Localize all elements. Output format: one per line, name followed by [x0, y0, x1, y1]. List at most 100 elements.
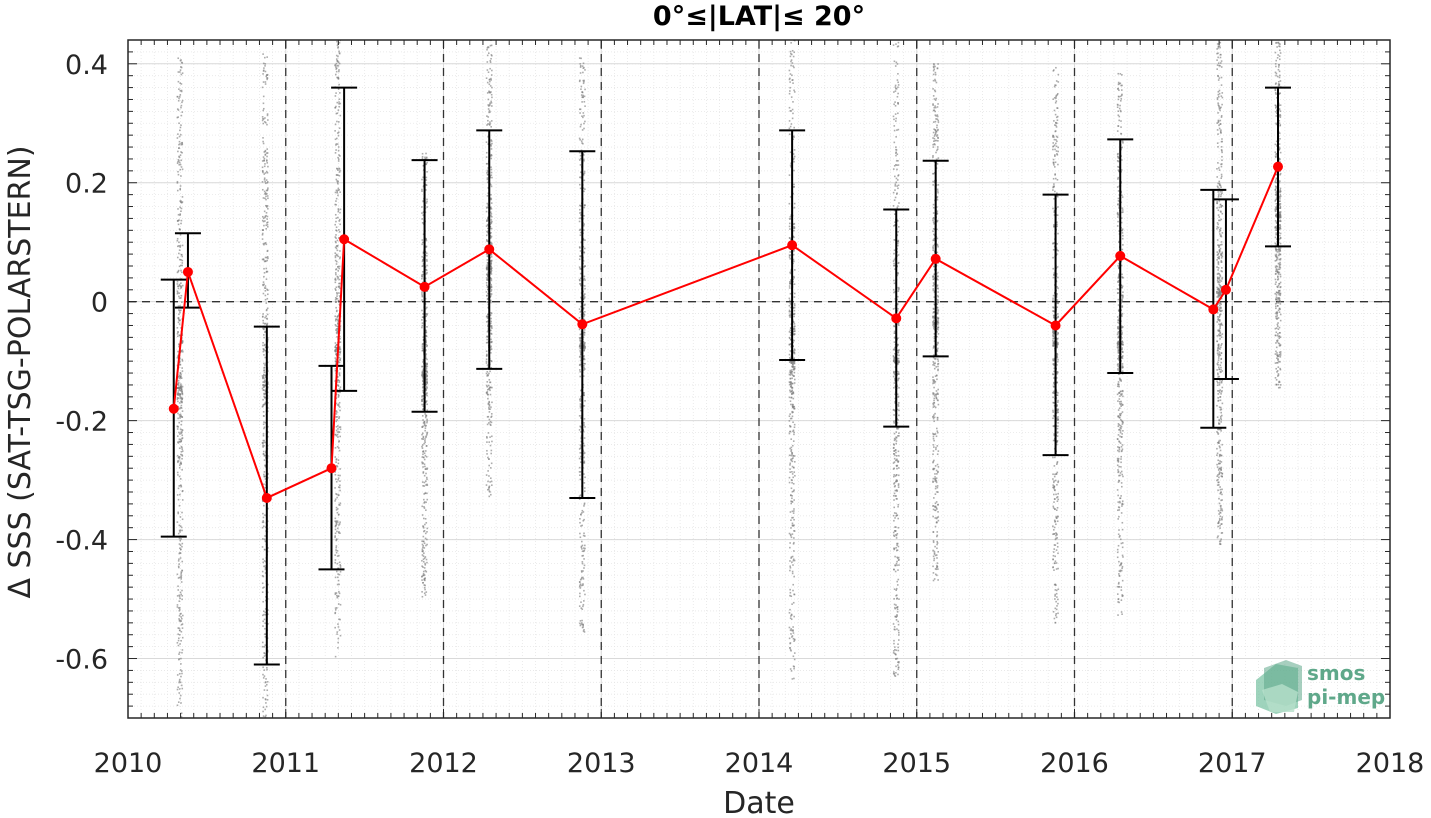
raw-point	[893, 60, 896, 63]
raw-point	[486, 375, 488, 377]
raw-point	[262, 107, 265, 110]
raw-point	[336, 330, 338, 332]
raw-point	[896, 597, 898, 600]
raw-point	[490, 57, 492, 60]
raw-point	[180, 386, 182, 388]
raw-point	[424, 438, 426, 440]
raw-point	[336, 511, 339, 514]
raw-point	[1052, 533, 1054, 536]
raw-point	[581, 138, 584, 141]
raw-point	[934, 129, 937, 132]
raw-point	[895, 537, 898, 539]
raw-point	[426, 392, 428, 394]
raw-point	[176, 573, 179, 576]
raw-point	[933, 222, 935, 225]
raw-point	[793, 352, 796, 355]
raw-point	[267, 338, 269, 341]
raw-point	[485, 151, 488, 154]
raw-point	[580, 545, 583, 548]
raw-point	[179, 433, 181, 435]
raw-point	[262, 53, 264, 55]
raw-point	[422, 264, 424, 267]
raw-point	[789, 86, 791, 89]
raw-point	[264, 289, 267, 292]
raw-point	[490, 312, 492, 314]
raw-point	[338, 154, 340, 156]
raw-point	[583, 558, 585, 560]
raw-point	[489, 121, 491, 123]
raw-point	[582, 355, 585, 358]
raw-point	[334, 607, 337, 609]
raw-point	[789, 511, 792, 513]
raw-point	[177, 644, 180, 647]
raw-point	[485, 253, 488, 255]
raw-point	[932, 219, 934, 222]
raw-point	[426, 420, 428, 422]
raw-point	[584, 400, 586, 402]
raw-point	[792, 637, 795, 640]
raw-point	[423, 552, 425, 555]
raw-point	[935, 501, 938, 503]
raw-point	[337, 623, 339, 625]
raw-point	[934, 99, 937, 101]
raw-point	[895, 534, 898, 537]
raw-point	[178, 258, 181, 261]
raw-point	[789, 254, 791, 256]
raw-point	[421, 447, 424, 449]
raw-point	[176, 425, 179, 428]
raw-point	[489, 467, 492, 469]
raw-point	[179, 168, 182, 171]
raw-point	[490, 452, 492, 455]
raw-point	[487, 264, 489, 267]
raw-point	[335, 297, 338, 300]
raw-point	[262, 538, 264, 540]
raw-point	[936, 547, 938, 550]
raw-point	[262, 381, 264, 383]
raw-point	[486, 295, 488, 297]
raw-point	[180, 571, 183, 574]
raw-point	[932, 212, 935, 214]
raw-point	[895, 442, 898, 445]
raw-point	[421, 293, 423, 295]
raw-point	[177, 474, 179, 476]
chart-title: 0°≤|LAT|≤ 20°	[653, 1, 865, 32]
raw-point	[898, 202, 900, 204]
raw-point	[581, 622, 583, 624]
raw-point	[584, 105, 586, 107]
raw-point	[583, 293, 586, 295]
raw-point	[892, 672, 895, 675]
raw-point	[789, 360, 791, 362]
raw-point	[937, 128, 939, 131]
raw-point	[792, 333, 795, 336]
raw-point	[580, 352, 583, 354]
raw-point	[791, 635, 794, 637]
raw-point	[892, 375, 895, 378]
raw-point	[792, 421, 794, 424]
raw-point	[935, 139, 938, 142]
raw-point	[897, 545, 900, 548]
raw-point	[898, 598, 900, 600]
raw-point	[178, 245, 180, 247]
raw-point	[933, 358, 936, 360]
raw-point	[933, 68, 936, 71]
raw-point	[893, 262, 895, 265]
raw-point	[179, 185, 182, 187]
raw-point	[335, 435, 338, 437]
raw-point	[336, 295, 338, 297]
raw-point	[177, 589, 180, 591]
raw-point	[421, 400, 423, 402]
raw-point	[897, 578, 900, 581]
raw-point	[334, 95, 337, 97]
raw-point	[583, 490, 586, 492]
raw-point	[579, 370, 582, 373]
raw-point	[583, 437, 586, 439]
raw-point	[337, 494, 340, 496]
raw-point	[794, 349, 796, 351]
raw-point	[176, 292, 179, 295]
raw-point	[338, 229, 340, 231]
raw-point	[791, 410, 793, 413]
raw-point	[424, 450, 427, 452]
raw-point	[933, 324, 936, 326]
raw-point	[179, 591, 182, 594]
raw-point	[263, 272, 266, 274]
